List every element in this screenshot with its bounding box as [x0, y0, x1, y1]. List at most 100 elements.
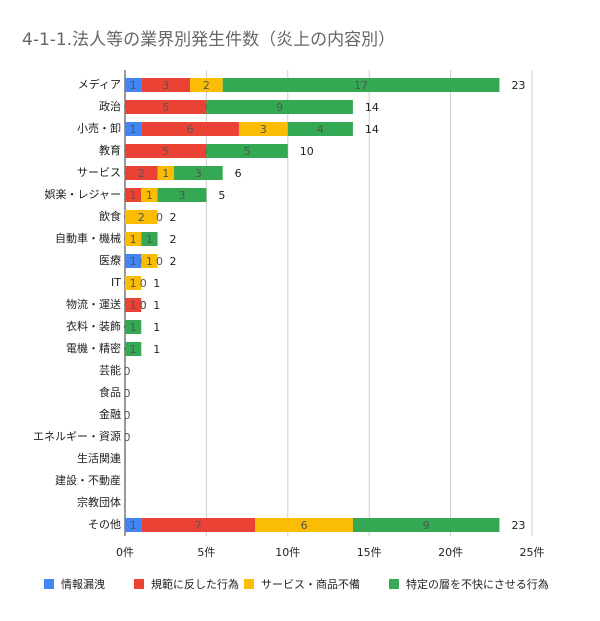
- bar-segment: [173, 166, 223, 180]
- y-tick-label: 芸能: [99, 363, 121, 377]
- bar-segment: [125, 320, 142, 334]
- data-label: 5: [244, 145, 251, 158]
- bar-segment: [125, 78, 142, 92]
- data-label: 6: [301, 519, 308, 532]
- data-label: 0: [124, 365, 131, 378]
- total-label: 1: [153, 321, 160, 334]
- x-tick-label: 0件: [116, 546, 134, 559]
- bar-segment: [141, 518, 256, 532]
- data-label: 3: [260, 123, 267, 136]
- bar-segment: [125, 166, 158, 180]
- legend-label: サービス・商品不備: [261, 577, 360, 591]
- data-label: 7: [195, 519, 202, 532]
- x-tick-label: 5件: [197, 546, 215, 559]
- data-label: 1: [130, 189, 137, 202]
- data-label: 2: [138, 167, 145, 180]
- y-tick-label: 政治: [99, 99, 121, 113]
- y-tick-label: 建設・不動産: [55, 473, 121, 487]
- data-label: 0: [140, 299, 147, 312]
- data-label: 1: [146, 189, 153, 202]
- bar-segment: [141, 78, 191, 92]
- y-tick-label: 金融: [99, 407, 121, 421]
- bar-segment: [125, 144, 207, 158]
- data-label: 1: [130, 321, 137, 334]
- y-tick-label: サービス: [77, 166, 121, 179]
- y-tick-label: 娯楽・レジャー: [45, 187, 121, 201]
- data-label: 1: [130, 343, 137, 356]
- bar-segment: [190, 78, 223, 92]
- legend-swatch: [44, 579, 54, 589]
- data-label: 17: [354, 79, 368, 92]
- data-label: 5: [162, 101, 169, 114]
- total-label: 1: [153, 343, 160, 356]
- y-tick-label: 飲食: [99, 209, 121, 223]
- bar-segment: [125, 210, 158, 224]
- data-label: 0: [124, 387, 131, 400]
- data-label: 5: [162, 145, 169, 158]
- x-tick-label: 15件: [357, 546, 382, 559]
- data-label: 0: [156, 255, 163, 268]
- bar-segment: [206, 100, 353, 114]
- legend-swatch: [134, 579, 144, 589]
- data-label: 1: [130, 277, 137, 290]
- data-label: 2: [138, 211, 145, 224]
- y-tick-label: IT: [111, 276, 121, 289]
- bar-segment: [125, 342, 142, 356]
- data-label: 0: [140, 299, 147, 312]
- bar-segment: [141, 232, 158, 246]
- bar-segment: [125, 518, 142, 532]
- legend-label: 規範に反した行為: [151, 577, 239, 591]
- x-tick-label: 10件: [275, 546, 300, 559]
- data-label: 9: [423, 519, 430, 532]
- chart-title: 4-1-1.法人等の業界別発生件数（炎上の内容別）: [22, 30, 395, 50]
- total-label: 2: [170, 211, 177, 224]
- bar-segment: [125, 276, 142, 290]
- legend-swatch: [389, 579, 399, 589]
- data-label: 1: [130, 79, 137, 92]
- x-tick-label: 25件: [520, 546, 545, 559]
- y-tick-label: 電機・精密: [66, 341, 121, 355]
- y-tick-label: エネルギー・資源: [33, 429, 121, 443]
- bar-segment: [287, 122, 353, 136]
- bar-segment: [125, 122, 142, 136]
- total-label: 2: [170, 233, 177, 246]
- data-label: 1: [130, 255, 137, 268]
- bar-segment: [141, 254, 158, 268]
- bar-segment: [125, 232, 142, 246]
- total-label: 1: [153, 299, 160, 312]
- data-label: 3: [162, 79, 169, 92]
- total-label: 10: [300, 145, 314, 158]
- data-label: 1: [146, 255, 153, 268]
- y-tick-label: 衣料・装飾: [66, 319, 121, 333]
- y-tick-label: 教育: [99, 143, 121, 157]
- total-label: 1: [153, 277, 160, 290]
- bar-segment: [157, 166, 174, 180]
- y-tick-label: 医療: [99, 253, 121, 267]
- y-tick-label: 小売・卸: [77, 121, 121, 135]
- bar-segment: [255, 518, 353, 532]
- y-tick-label: その他: [88, 518, 121, 531]
- x-tick-label: 20件: [438, 546, 463, 559]
- data-label: 1: [130, 519, 137, 532]
- legend-label: 情報漏洩: [61, 577, 105, 591]
- data-label: 1: [130, 123, 137, 136]
- y-tick-label: メディア: [78, 77, 121, 91]
- data-label: 1: [162, 167, 169, 180]
- bar-segment: [125, 254, 142, 268]
- y-tick-label: 宗教団体: [77, 495, 121, 509]
- bar-segment: [206, 144, 288, 158]
- bar-segment: [352, 518, 500, 532]
- bar-segment: [157, 188, 207, 202]
- bar-segment: [125, 188, 142, 202]
- bar-segment: [238, 122, 288, 136]
- bar-segment: [141, 122, 239, 136]
- data-label: 0: [124, 431, 131, 444]
- total-label: 6: [235, 167, 242, 180]
- data-label: 1: [130, 233, 137, 246]
- legend-label: 特定の層を不快にさせる行為: [406, 577, 549, 591]
- data-label: 4: [317, 123, 324, 136]
- bar-segment: [222, 78, 500, 92]
- bar-segment: [141, 188, 158, 202]
- data-label: 3: [178, 189, 185, 202]
- bar-segment: [125, 298, 142, 312]
